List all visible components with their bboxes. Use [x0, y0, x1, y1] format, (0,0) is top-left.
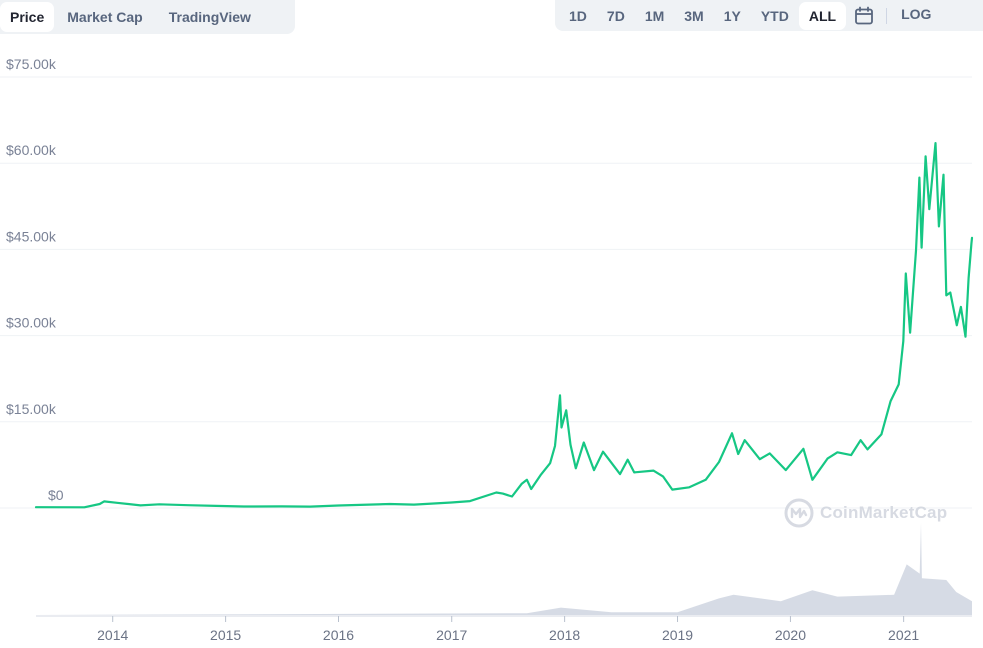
price-line	[34, 142, 974, 509]
x-tick-label: 2015	[210, 627, 241, 643]
coinmarketcap-logo-icon	[784, 498, 814, 528]
range-1y-button[interactable]: 1Y	[723, 7, 741, 24]
y-tick-label: $60.00k	[6, 142, 57, 158]
range-all-button[interactable]: ALL	[798, 1, 847, 30]
x-tick-label: 2017	[436, 627, 467, 643]
volume-area	[36, 523, 972, 615]
y-tick-label: $30.00k	[6, 315, 57, 331]
range-separator	[886, 7, 888, 24]
range-3m-button[interactable]: 3M	[684, 7, 704, 24]
price-series	[34, 142, 974, 509]
y-tick-label: $15.00k	[6, 401, 57, 417]
range-ytd-button[interactable]: YTD	[760, 7, 789, 24]
x-tick-label: 2020	[775, 627, 806, 643]
x-tick-label: 2018	[549, 627, 580, 643]
coinmarketcap-watermark: CoinMarketCap	[784, 498, 947, 528]
range-1m-button[interactable]: 1M	[644, 7, 665, 24]
y-axis-labels: $0 $15.00k $30.00k $45.00k $60.00k $75.00k	[6, 56, 64, 503]
range-1d-button[interactable]: 1D	[569, 7, 587, 24]
time-range-selector: 1D 7D 1M 3M 1Y YTD ALL LOG	[555, 0, 983, 31]
x-tick-label: 2021	[888, 627, 919, 643]
tab-price[interactable]: Price	[0, 2, 55, 32]
x-tick-label: 2014	[97, 627, 128, 643]
tab-tradingview[interactable]: TradingView	[168, 9, 251, 25]
y-tick-label: $75.00k	[6, 56, 57, 72]
x-axis: 2014 2015 2016 2017 2018 2019 2020 2021	[36, 615, 972, 643]
range-7d-button[interactable]: 7D	[606, 7, 625, 24]
y-tick-label: $0	[48, 487, 64, 503]
calendar-icon[interactable]	[846, 2, 882, 30]
log-scale-toggle[interactable]: LOG	[901, 5, 932, 22]
watermark-text: CoinMarketCap	[820, 503, 948, 522]
x-tick-label: 2016	[323, 627, 354, 643]
chart-grid	[0, 76, 972, 509]
y-tick-label: $45.00k	[6, 228, 57, 244]
x-tick-label: 2019	[662, 627, 693, 643]
chart-type-tabs: Price Market Cap TradingView	[0, 0, 295, 34]
volume-bars	[36, 523, 972, 615]
tab-market-cap[interactable]: Market Cap	[67, 9, 143, 25]
